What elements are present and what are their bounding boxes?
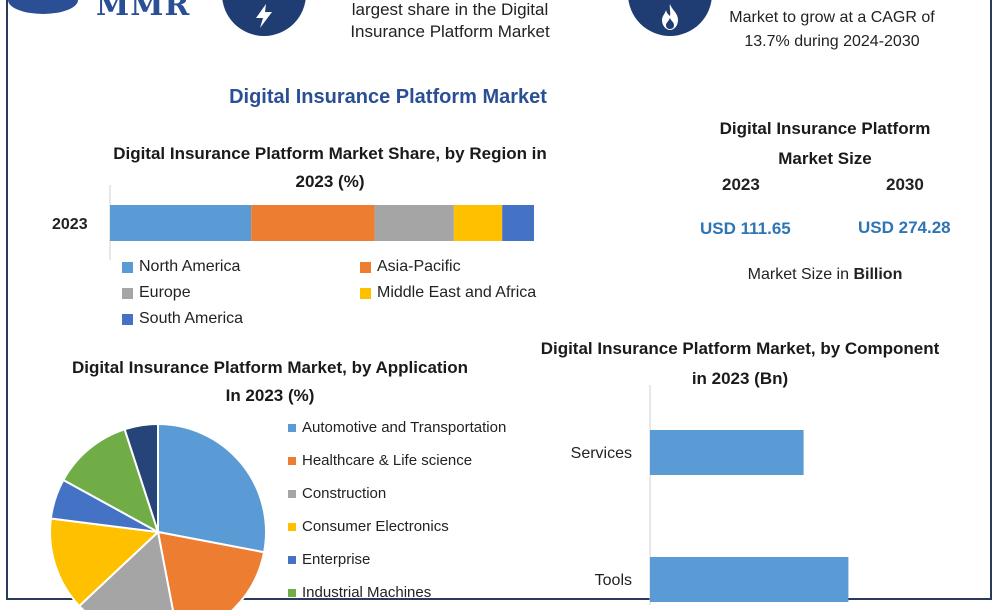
- legend-label: South America: [139, 310, 244, 327]
- region-legend-europe: Europe: [122, 284, 191, 302]
- component-bar-chart: Services Tools: [571, 385, 849, 605]
- legend-label: Europe: [139, 284, 191, 301]
- pie-legend-construction: Construction: [288, 485, 386, 502]
- region-bar-asia-pacific: [251, 205, 375, 241]
- main-title: Digital Insurance Platform Market: [229, 86, 547, 108]
- logo-swoosh: [8, 0, 78, 14]
- legend-swatch: [288, 456, 296, 465]
- legend-swatch: [288, 489, 296, 498]
- component-bar-tools: [650, 557, 849, 602]
- legend-label: Healthcare & Life science: [302, 452, 473, 469]
- market-size-year-2030: 2030: [886, 175, 924, 194]
- legend-swatch: [288, 423, 296, 432]
- pie-legend-consumer-electronics: Consumer Electronics: [288, 518, 449, 535]
- legend-label: Asia-Pacific: [377, 258, 461, 275]
- market-size-unit: Market Size in Billion: [700, 266, 950, 284]
- legend-label: Middle East and Africa: [377, 284, 537, 301]
- region-legend-south-america: South America: [122, 310, 243, 328]
- pie-slice-industrial-machines: [62, 428, 160, 535]
- top-right-line2: 13.7% during 2024-2030: [744, 33, 920, 50]
- component-bar-services: [650, 430, 804, 475]
- component-label-tools: Tools: [595, 572, 632, 589]
- region-legend-north-america: North America: [122, 258, 240, 276]
- component-chart-title: Digital Insurance Platform Market, by Co…: [540, 339, 940, 388]
- region-bar-south-america: [502, 205, 534, 241]
- market-size-value-2030: USD 274.28: [858, 218, 951, 237]
- market-size-title-line2: Market Size: [778, 149, 872, 168]
- pie-slice-automotive-and-transportation: [157, 422, 267, 554]
- legend-label: Industrial Machines: [302, 584, 432, 601]
- legend-swatch: [360, 287, 371, 299]
- market-size-value-2023: USD 111.65: [700, 219, 791, 238]
- application-chart-title: Digital Insurance Platform Market, by Ap…: [71, 358, 469, 405]
- legend-label: North America: [139, 258, 241, 275]
- application-pie-chart: [49, 422, 267, 610]
- region-legend-middle-east-and-africa: Middle East and Africa: [360, 284, 536, 302]
- region-bar-north-america: [110, 205, 252, 241]
- market-size-year-2023: 2023: [722, 175, 760, 194]
- top-left-line1: largest share in the Digital: [351, 0, 549, 19]
- logo-text: MMR: [96, 0, 190, 16]
- top-left-line2: Insurance Platform Market: [350, 22, 550, 41]
- lightning-icon-glyph: [256, 4, 272, 28]
- market-size-title: Digital Insurance Platform Market Size: [680, 114, 970, 174]
- region-bar-middle-east-and-africa: [453, 205, 503, 241]
- legend-swatch: [288, 555, 296, 564]
- top-right-highlight: Market to grow at a CAGR of 13.7% during…: [704, 6, 960, 54]
- market-size-title-line1: Digital Insurance Platform: [719, 119, 931, 138]
- legend-swatch: [122, 261, 133, 273]
- market-size-unit-bold: Billion: [853, 266, 903, 283]
- legend-swatch: [122, 313, 133, 325]
- top-right-line1: Market to grow at a CAGR of: [729, 9, 935, 26]
- top-left-highlight: largest share in the Digital Insurance P…: [322, 0, 578, 43]
- mmr-logo: MMR: [0, 0, 200, 16]
- pie-legend-automotive-and-transportation: Automotive and Transportation: [288, 419, 506, 436]
- legend-swatch: [360, 261, 371, 273]
- legend-swatch: [288, 522, 296, 531]
- pie-legend-industrial-machines: Industrial Machines: [288, 584, 431, 601]
- legend-swatch: [288, 588, 296, 597]
- pie-slice-7: [123, 422, 159, 533]
- legend-label: Construction: [302, 485, 387, 502]
- pie-legend-healthcare-life-science: Healthcare & Life science: [288, 452, 472, 469]
- legend-label: Automotive and Transportation: [302, 419, 507, 436]
- region-bar-europe: [374, 205, 454, 241]
- infographic-frame: [6, 0, 992, 600]
- pie-slice-construction: [77, 530, 174, 610]
- region-category-label: 2023: [52, 216, 88, 233]
- legend-label: Enterprise: [302, 551, 371, 568]
- flame-icon-glyph: [662, 4, 678, 30]
- component-label-services: Services: [571, 445, 632, 462]
- region-chart-title: Digital Insurance Platform Market Share,…: [113, 144, 547, 191]
- legend-swatch: [122, 287, 133, 299]
- legend-label: Consumer Electronics: [302, 518, 449, 535]
- region-legend-asia-pacific: Asia-Pacific: [360, 258, 461, 276]
- market-size-unit-prefix: Market Size in: [747, 266, 854, 283]
- pie-legend-enterprise: Enterprise: [288, 551, 370, 568]
- region-stacked-bar-chart: 2023: [52, 185, 534, 260]
